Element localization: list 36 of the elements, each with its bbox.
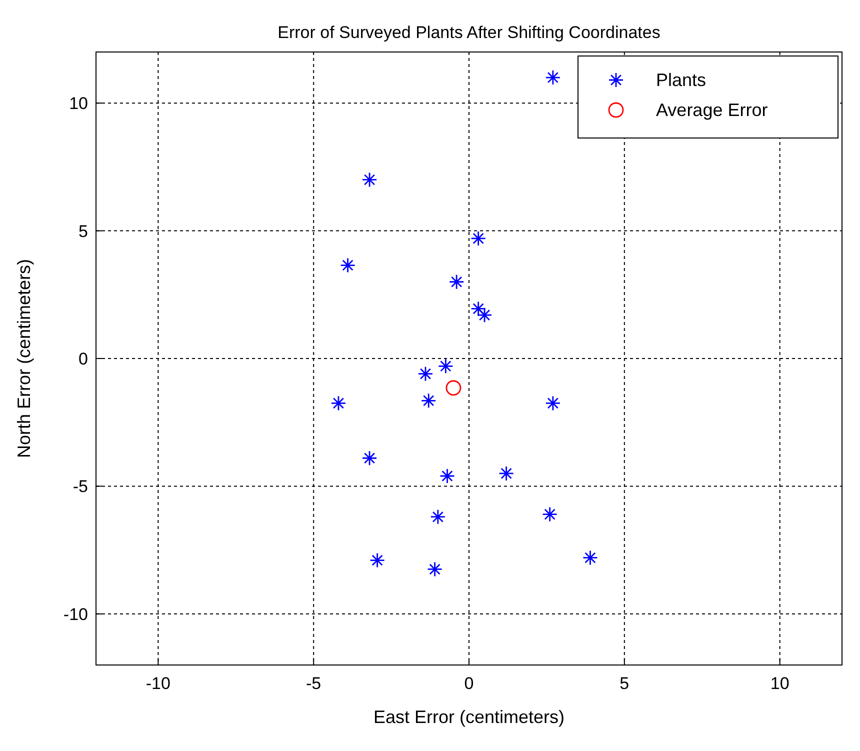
legend-label: Plants: [656, 70, 706, 90]
point: [470, 230, 486, 246]
x-tick-label: 5: [620, 674, 630, 693]
x-tick-label: -5: [306, 674, 322, 693]
chart-title: Error of Surveyed Plants After Shifting Coordinates: [278, 23, 660, 42]
x-tick-label: 0: [464, 674, 474, 693]
x-tick-label: -10: [146, 674, 170, 693]
point: [418, 366, 434, 382]
point: [470, 300, 486, 316]
y-tick-label: 10: [69, 94, 88, 114]
point: [362, 450, 378, 466]
x-axis-title: East Error (centimeters): [373, 707, 565, 727]
point: [545, 396, 561, 411]
point: [340, 258, 356, 273]
point: [430, 509, 446, 525]
y-tick-label: -10: [63, 604, 88, 624]
point: [370, 552, 386, 568]
point: [427, 562, 443, 577]
point: [446, 380, 462, 396]
y-tick-label: 5: [78, 222, 88, 241]
point: [582, 550, 598, 566]
y-tick-label: 0: [78, 350, 88, 368]
legend-label: Average Error: [656, 100, 768, 120]
x-tick-label: 10: [770, 674, 790, 693]
point: [476, 307, 492, 323]
point: [330, 396, 346, 411]
point: [438, 358, 454, 374]
point: [440, 468, 455, 484]
point: [448, 274, 464, 290]
point: [362, 172, 378, 188]
point: [542, 506, 558, 522]
y-tick-label: -5: [72, 477, 88, 496]
point: [420, 392, 436, 408]
y-axis-title: North Error (centimeters): [14, 258, 34, 458]
point: [545, 70, 561, 86]
point: [498, 466, 514, 482]
